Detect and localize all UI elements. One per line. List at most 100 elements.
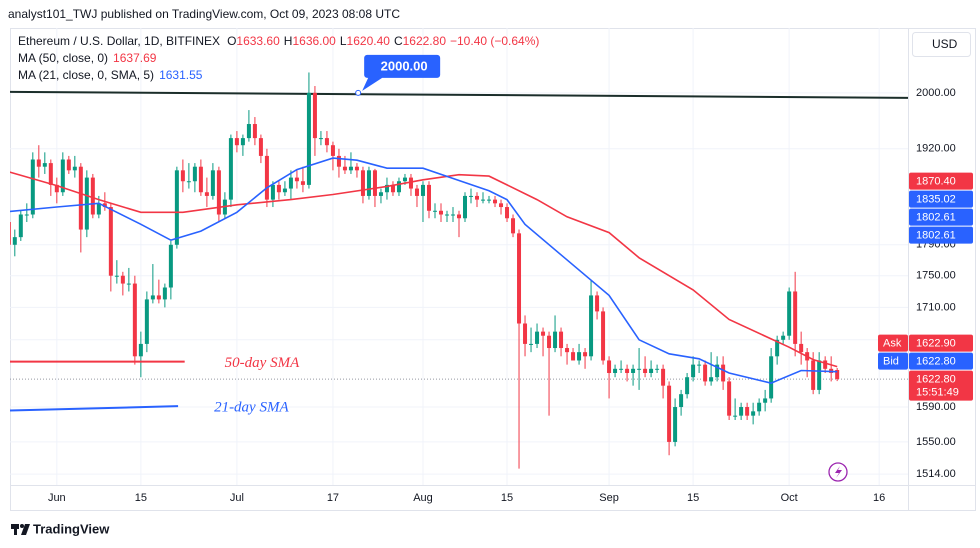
candle-body: [408, 177, 413, 189]
x-tick-label: Jun: [48, 492, 66, 504]
price-tag: [909, 172, 973, 190]
candle-body: [661, 368, 666, 386]
candle-body: [366, 170, 371, 196]
note-text: 21-day SMA: [214, 400, 289, 416]
x-tick-label: 15: [687, 492, 699, 504]
brand-logo[interactable]: [20, 524, 24, 528]
candle-body: [132, 283, 137, 357]
brand-logo[interactable]: [21, 524, 30, 535]
candle-body: [282, 188, 287, 193]
candle-body: [775, 339, 780, 357]
candle-body: [144, 299, 149, 344]
candle-body: [619, 368, 624, 370]
candle-body: [384, 184, 389, 193]
candle-body: [42, 163, 47, 167]
brand-name[interactable]: TradingView: [33, 521, 110, 536]
candle-body: [12, 237, 17, 245]
candle-body: [721, 364, 726, 382]
candle-body: [114, 275, 119, 277]
candle-body: [637, 368, 642, 370]
candle-body: [270, 184, 275, 200]
currency-button[interactable]: USD: [912, 32, 971, 57]
candle-body: [210, 170, 215, 196]
candle-body: [54, 184, 59, 193]
price-tag: [909, 190, 973, 208]
candle-body: [457, 214, 461, 219]
brand[interactable]: TradingView: [11, 521, 110, 536]
candle-body: [186, 181, 191, 183]
candle-body: [336, 155, 341, 167]
candle-body: [10, 222, 11, 245]
candle-body: [198, 166, 203, 193]
x-tick-label: 16: [873, 492, 885, 504]
candle-body: [312, 92, 317, 139]
y-tick-label: 1590.00: [916, 401, 956, 413]
alert-bolt[interactable]: [835, 466, 842, 478]
candle-body: [673, 407, 678, 442]
candle-body: [288, 177, 293, 189]
price-tag-label: 1802.61: [916, 212, 956, 224]
candle-body: [685, 377, 690, 395]
candle-body: [523, 323, 528, 344]
candle-body: [150, 295, 155, 300]
currency-button-box[interactable]: [912, 32, 971, 57]
candle-body: [643, 368, 648, 374]
candle-body: [769, 356, 774, 399]
price-tag-label: 1622.90: [916, 337, 956, 349]
candle-body: [228, 138, 233, 200]
candle-body: [420, 184, 425, 196]
y-tick-label: 1514.00: [916, 468, 956, 480]
candle-body: [24, 214, 29, 216]
y-tick-label: 1920.00: [916, 143, 956, 155]
candle-body: [126, 283, 131, 285]
legend-key: H: [284, 34, 293, 48]
candle-body: [679, 394, 684, 408]
legend-ma-value: 1637.69: [113, 51, 157, 65]
note-text: 50-day SMA: [225, 355, 300, 371]
candle-body: [757, 402, 762, 412]
candle-body: [733, 415, 738, 417]
candle-body: [48, 163, 53, 185]
price-tag-name-box: [878, 334, 908, 352]
candle-body: [667, 385, 672, 442]
y-tick-label: 2000.00: [916, 87, 956, 99]
candle-body: [709, 377, 714, 382]
legend-symbol-line: Ethereum / U.S. Dollar, 1D, BITFINEX O163…: [18, 34, 539, 48]
candle-body: [18, 214, 23, 238]
callout-text: 2000.00: [381, 58, 428, 73]
candle-body: [541, 331, 546, 336]
candle-body: [475, 195, 480, 200]
candle-body: [811, 360, 816, 390]
y-tick-label: 1750.00: [916, 270, 956, 282]
currency-label[interactable]: USD: [932, 37, 958, 51]
legend-key: O: [227, 34, 236, 48]
y-tick-label: 1550.00: [916, 436, 956, 448]
candle-body: [168, 244, 173, 288]
x-tick-label: 17: [327, 492, 339, 504]
candle-body: [450, 214, 455, 216]
price-tag-label: 1622.80: [916, 373, 956, 385]
candle-body: [505, 207, 510, 219]
legend-value: 1620.40: [347, 34, 391, 48]
brand-logo[interactable]: [14, 524, 17, 535]
candle-body: [799, 343, 804, 353]
candle-body: [396, 181, 401, 193]
legend-key: L: [340, 34, 347, 48]
candle-body: [354, 166, 359, 171]
legend-key: C: [394, 34, 403, 48]
x-tick-label: Aug: [413, 492, 433, 504]
x-tick-label: Jul: [230, 492, 244, 504]
legend-ma-value: 1631.55: [159, 68, 203, 82]
candle-body: [511, 218, 516, 234]
y-tick-label: 1710.00: [916, 301, 956, 313]
candle-body: [156, 295, 161, 300]
candle-body: [36, 159, 41, 167]
price-tag-name: Ask: [883, 337, 902, 349]
candle-body: [258, 138, 263, 156]
x-tick-label: Sep: [599, 492, 619, 504]
candle-body: [835, 369, 840, 380]
candle-body: [414, 188, 419, 196]
trend-line: [10, 90, 908, 99]
alert-icon[interactable]: [828, 462, 848, 482]
candle-body: [715, 364, 720, 378]
